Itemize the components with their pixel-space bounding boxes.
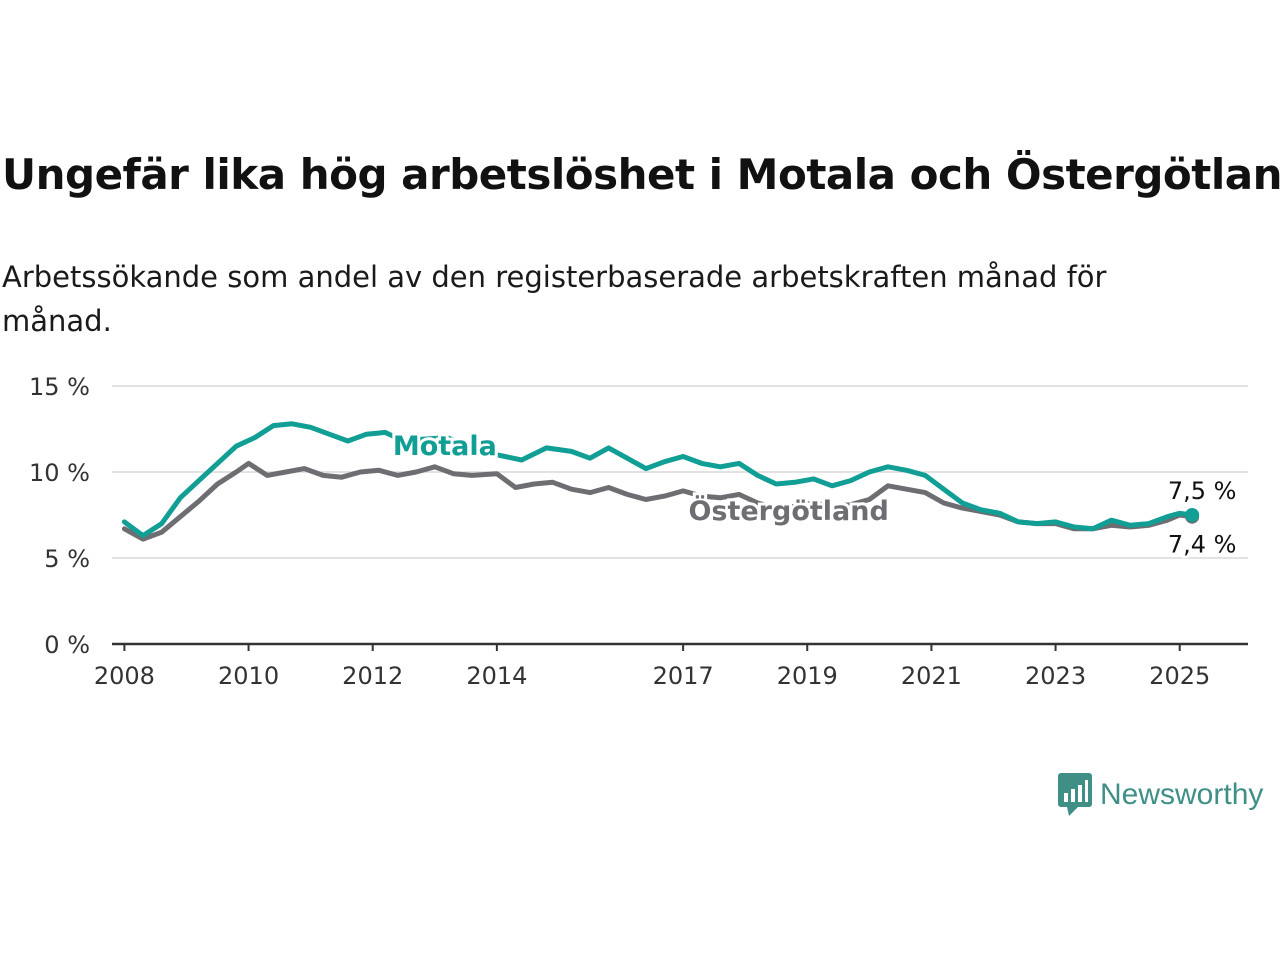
x-tick-label: 2010: [218, 662, 279, 690]
series-line-ostergotland: [121, 460, 1195, 542]
y-tick-label: 10 %: [29, 459, 90, 487]
y-tick-label: 0 %: [44, 631, 90, 659]
series-line-motala: [121, 421, 1195, 539]
y-axis-labels: 0 % 5 % 10 % 15 %: [29, 373, 90, 659]
x-tick-label: 2012: [342, 662, 403, 690]
end-value-label-motala: 7,5 %: [1168, 477, 1237, 505]
bar-chart-bubble-icon: [1058, 773, 1092, 816]
gridlines: [112, 385, 1248, 559]
series-label-motala: Motala: [393, 431, 497, 462]
y-tick-label: 5 %: [44, 545, 90, 573]
line-chart: 0 %5 %10 %15 % 2008 2010 2012 2014 2017 2019 2…: [29, 373, 1248, 690]
x-tick-label: 2021: [901, 662, 962, 690]
x-tick-label: 2019: [777, 662, 838, 690]
chart-subtitle: Arbetssökande som andel av den registerb…: [2, 260, 1107, 338]
end-point-motala: [1185, 508, 1200, 522]
x-tick-label: 2017: [653, 662, 714, 690]
logo-text: Newsworthy: [1100, 778, 1264, 811]
x-tick-label: 2014: [466, 662, 527, 690]
newsworthy-logo[interactable]: Newsworthy: [1058, 773, 1263, 817]
x-tick-label: 2008: [94, 662, 155, 690]
series-lines: [121, 421, 1200, 542]
series-labels: Motala Östergötland 7,5 % 7,4 %: [390, 428, 1239, 561]
series-label-ostergotland: Östergötland: [688, 494, 888, 527]
x-axis: 2008 2010 2012 2014 2017 2019 2021 2023 2025: [94, 642, 1248, 690]
y-tick-label: 15 %: [29, 373, 90, 401]
chart-title: Ungefär lika hög arbetslöshet i Motala o…: [2, 150, 1280, 199]
x-tick-label: 2025: [1149, 662, 1210, 690]
end-value-label-ostergotland: 7,4 %: [1168, 531, 1237, 559]
x-tick-label: 2023: [1025, 662, 1086, 690]
